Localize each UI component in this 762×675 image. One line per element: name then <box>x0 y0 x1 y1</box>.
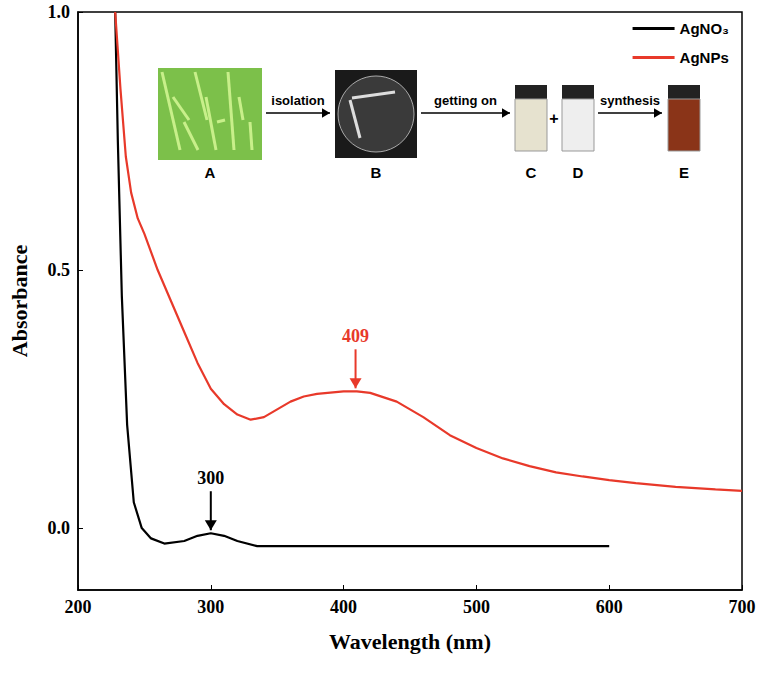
svg-text:E: E <box>679 164 689 181</box>
svg-text:getting on: getting on <box>434 93 497 108</box>
svg-text:409: 409 <box>342 326 369 346</box>
svg-text:synthesis: synthesis <box>600 93 660 108</box>
svg-text:200: 200 <box>65 597 92 617</box>
svg-text:Absorbance: Absorbance <box>7 245 32 358</box>
svg-text:C: C <box>526 164 537 181</box>
svg-text:AgNO₃: AgNO₃ <box>680 20 729 37</box>
svg-text:+: + <box>549 110 558 127</box>
svg-text:Wavelength (nm): Wavelength (nm) <box>329 629 491 654</box>
svg-text:isolation: isolation <box>271 93 325 108</box>
svg-text:B: B <box>371 164 382 181</box>
svg-text:0.5: 0.5 <box>48 260 71 280</box>
svg-text:600: 600 <box>596 597 623 617</box>
svg-text:300: 300 <box>197 468 224 488</box>
svg-text:1.0: 1.0 <box>48 2 71 22</box>
svg-text:700: 700 <box>729 597 756 617</box>
svg-text:500: 500 <box>463 597 490 617</box>
svg-text:D: D <box>573 164 584 181</box>
svg-text:300: 300 <box>197 597 224 617</box>
svg-text:400: 400 <box>330 597 357 617</box>
svg-text:0.0: 0.0 <box>48 518 71 538</box>
svg-text:AgNPs: AgNPs <box>680 49 729 66</box>
svg-text:A: A <box>205 164 216 181</box>
